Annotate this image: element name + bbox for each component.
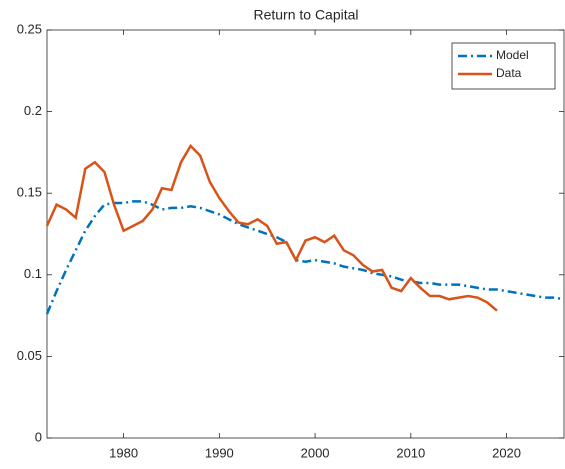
x-tick-label: 2010 — [396, 445, 425, 460]
y-tick-label: 0.1 — [24, 266, 42, 281]
legend-box — [451, 42, 556, 90]
legend-label: Model — [496, 48, 529, 62]
line-series — [45, 200, 565, 315]
plot-area — [46, 29, 565, 439]
x-tick-label: 2000 — [301, 445, 330, 460]
y-tick-label: 0.15 — [17, 185, 42, 200]
x-tick-label: 1990 — [205, 445, 234, 460]
legend-label: Data — [496, 66, 522, 80]
y-tick-label: 0.2 — [24, 103, 42, 118]
y-tick-label: 0 — [35, 429, 42, 444]
y-tick-label: 0.05 — [17, 348, 42, 363]
y-tick-label: 0.25 — [17, 21, 42, 36]
line-series — [45, 143, 498, 312]
chart-title: Return to Capital — [253, 7, 358, 23]
x-tick-label: 1980 — [109, 445, 138, 460]
x-tick-label: 2020 — [492, 445, 521, 460]
